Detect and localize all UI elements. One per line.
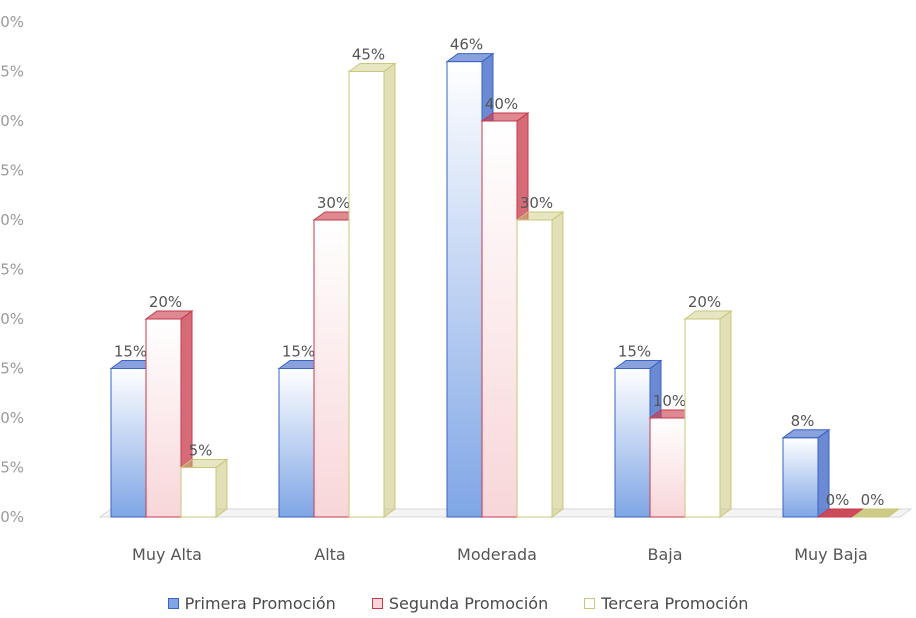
legend-swatch (167, 598, 179, 609)
bar (781, 428, 831, 518)
legend-label: Tercera Promoción (601, 594, 749, 613)
bar-chart: 0% 5% 10% 15% 20% 25% 30% 35% 40% 45% 50% 15% 20% 5% M… (0, 13, 913, 564)
data-label: 46% (450, 36, 483, 54)
bar (347, 62, 397, 518)
legend-swatch (371, 598, 383, 609)
legend: Primera Promoción Segunda Promoción Tercer… (0, 594, 916, 613)
y-tick-label: 5% (0, 459, 24, 477)
data-label: 15% (618, 343, 651, 361)
y-tick-label: 25% (0, 261, 24, 279)
bar (683, 310, 733, 518)
y-tick-label: 20% (0, 310, 24, 328)
y-tick-label: 50% (0, 13, 24, 31)
bar (144, 310, 194, 518)
category-label: Moderada (457, 545, 537, 564)
data-label: 15% (282, 343, 315, 361)
legend-item: Segunda Promoción (371, 594, 549, 613)
category-label: Baja (647, 545, 682, 564)
data-label: 20% (688, 293, 721, 311)
data-label: 0% (861, 491, 885, 509)
y-tick-label: 10% (0, 409, 24, 427)
data-label: 8% (791, 412, 815, 430)
data-label: 5% (189, 442, 213, 460)
data-label: 30% (317, 194, 350, 212)
category-label: Alta (314, 545, 345, 564)
data-label: 10% (653, 392, 686, 410)
bar (515, 211, 565, 518)
y-tick-label: 45% (0, 63, 24, 81)
data-label: 20% (149, 293, 182, 311)
data-label: 45% (352, 46, 385, 64)
legend-item: Tercera Promoción (584, 594, 748, 613)
legend-label: Segunda Promoción (388, 594, 549, 613)
category-label: Muy Baja (794, 545, 868, 564)
data-label: 30% (520, 194, 553, 212)
y-tick-label: 40% (0, 112, 24, 130)
data-label: 15% (114, 343, 147, 361)
y-tick-label: 35% (0, 162, 24, 180)
y-tick-label: 15% (0, 360, 24, 378)
legend-label: Primera Promoción (184, 594, 336, 613)
bar (179, 458, 229, 518)
legend-swatch (584, 598, 596, 609)
legend-item: Primera Promoción (167, 594, 336, 613)
bar (851, 508, 901, 518)
data-label: 0% (826, 491, 850, 509)
data-label: 40% (485, 95, 518, 113)
y-tick-label: 0% (0, 508, 24, 526)
y-tick-label: 30% (0, 211, 24, 229)
category-label: Muy Alta (132, 545, 202, 564)
